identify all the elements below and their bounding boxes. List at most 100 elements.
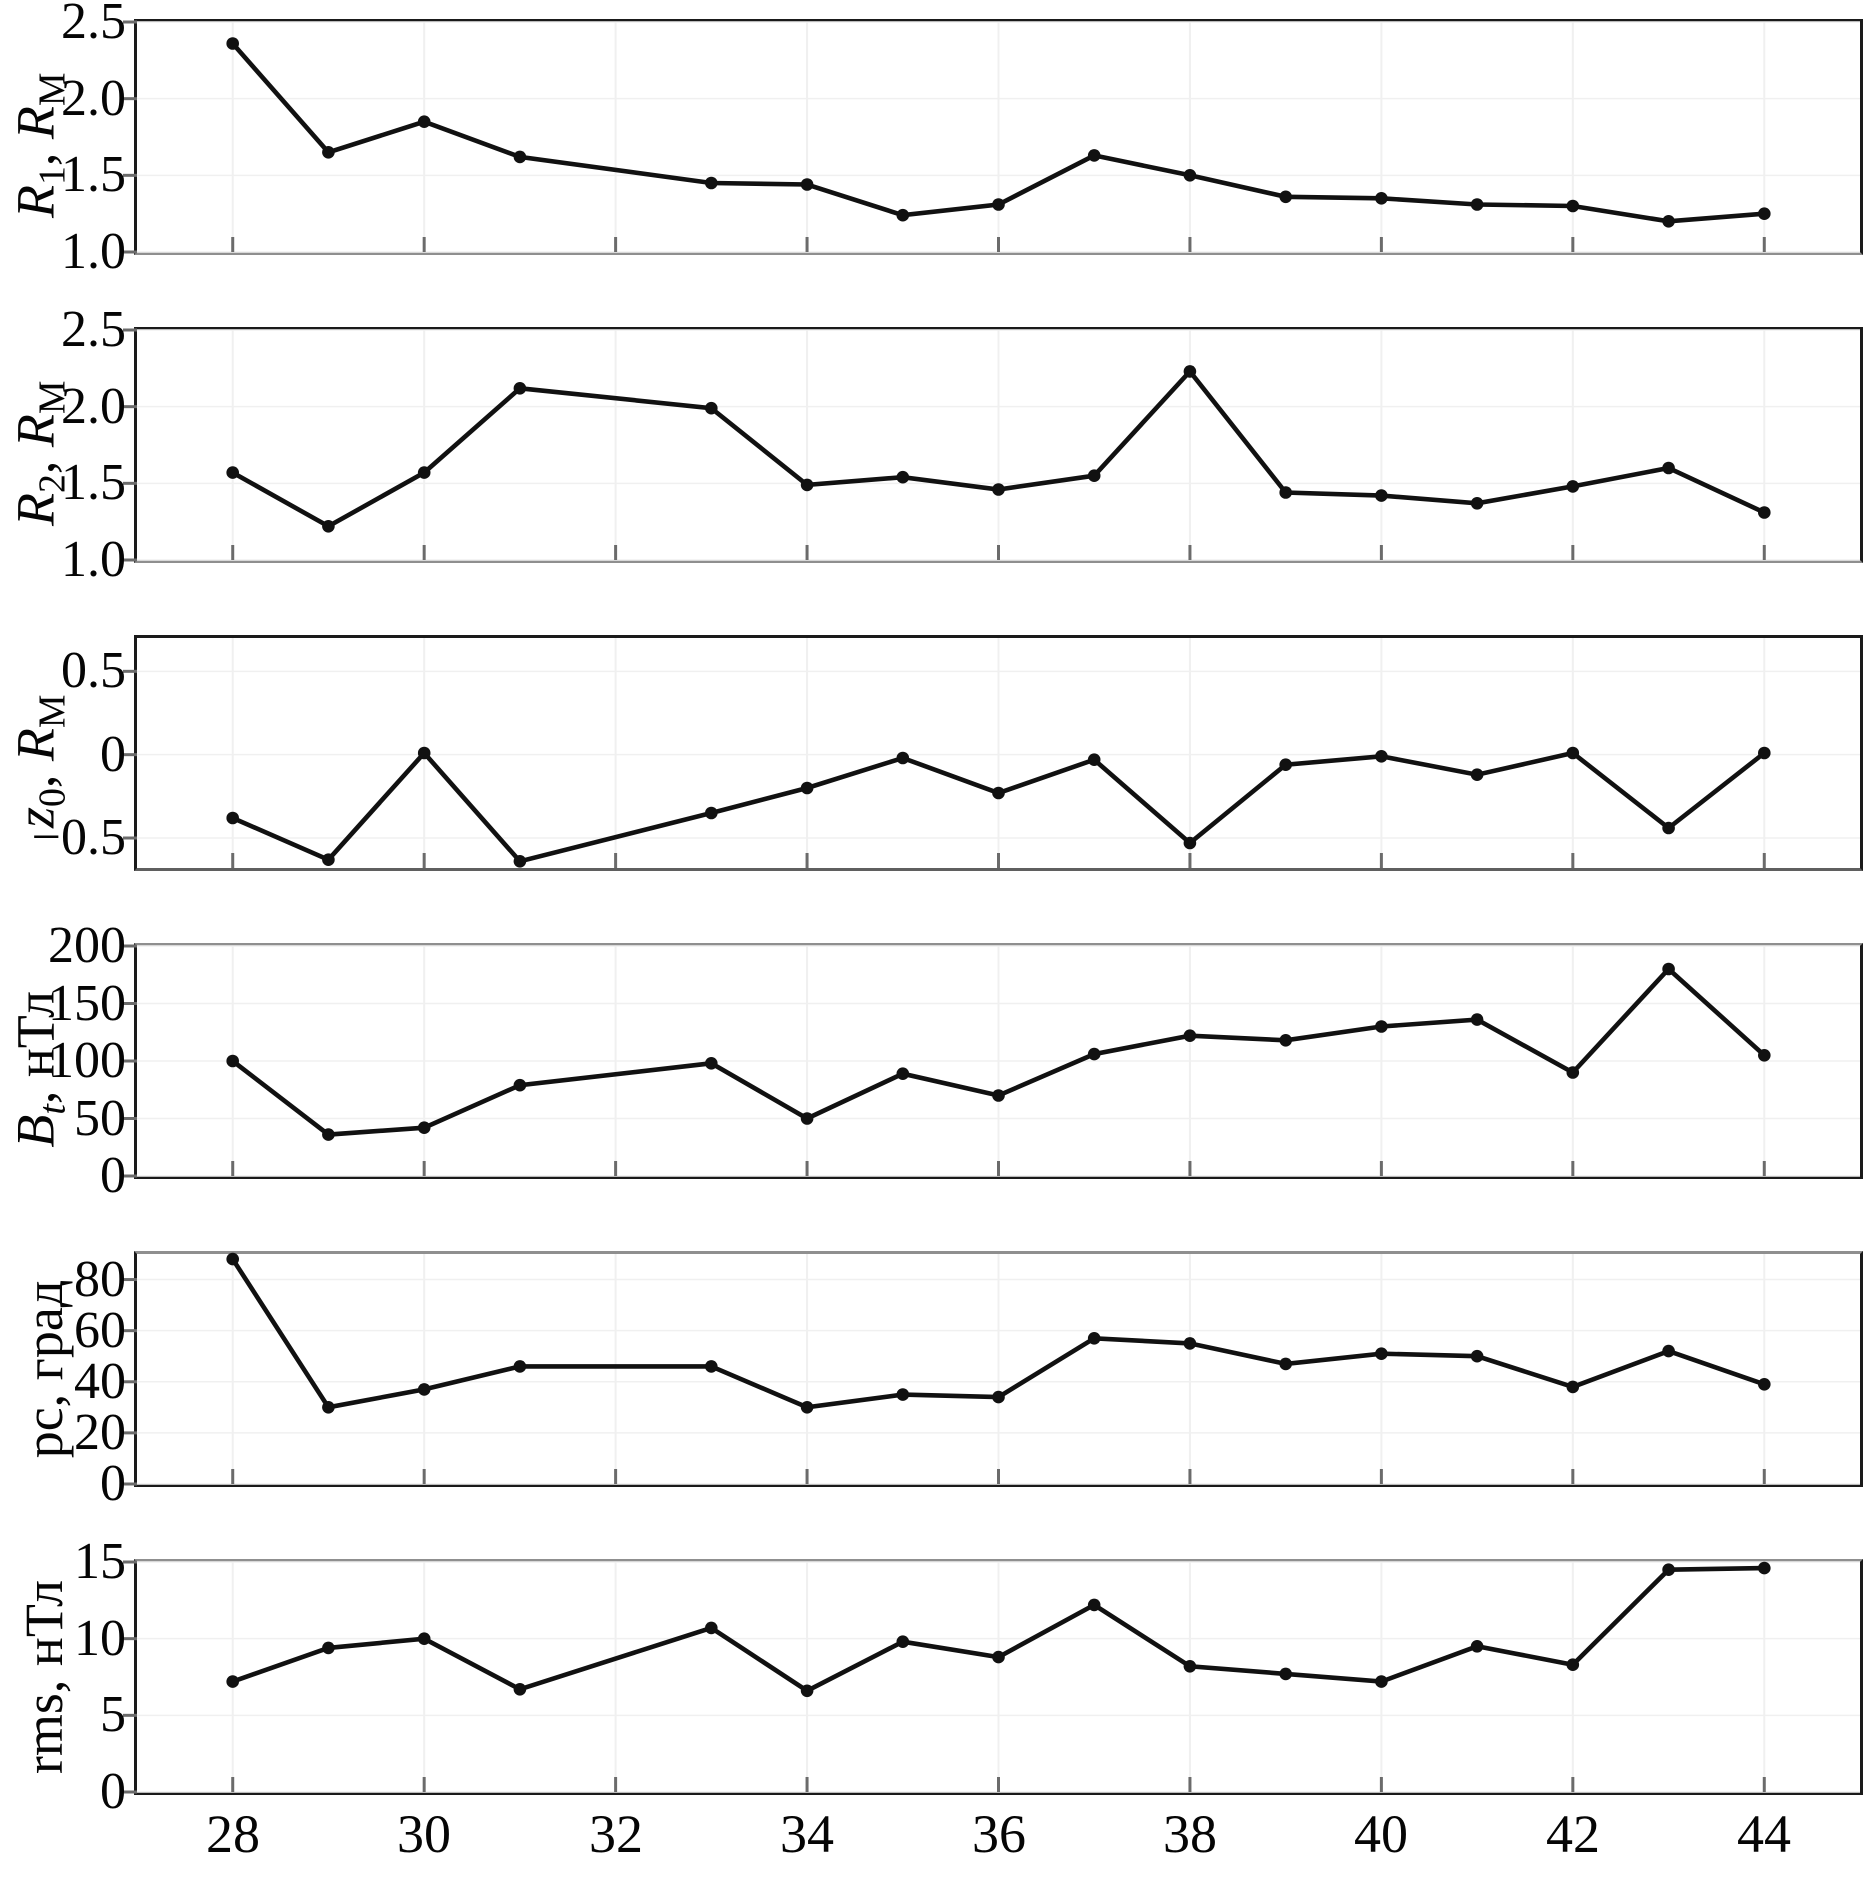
data-point-z0-x36	[992, 786, 1005, 800]
data-point-z0-x44	[1758, 746, 1771, 760]
y-axis-label-part: ,	[5, 139, 66, 167]
data-point-R2-x33	[705, 401, 718, 415]
data-point-rms-x34	[800, 1684, 814, 1698]
data-point-R1-x31	[513, 150, 527, 164]
y-axis-label-part: R	[5, 106, 66, 140]
data-point-R2-x40	[1375, 489, 1388, 502]
data-point-pc-x40	[1375, 1347, 1388, 1360]
data-point-R1-x36	[992, 198, 1005, 211]
y-tick-label-z0: 0	[100, 726, 126, 783]
data-point-rms-x44	[1758, 1561, 1771, 1575]
panel-Bt-svg	[123, 944, 1860, 1178]
y-tick-label-rms: 10	[74, 1610, 126, 1667]
y-tick-label-Bt: 50	[74, 1090, 126, 1147]
data-point-R1-x39	[1279, 190, 1292, 204]
data-point-z0-x35	[896, 751, 910, 765]
data-point-z0-x33	[705, 806, 718, 820]
data-point-R2-x38	[1183, 365, 1197, 378]
panel-z0-svg	[123, 638, 1860, 868]
data-point-z0-x42	[1566, 746, 1580, 760]
data-point-z0-x43	[1662, 821, 1675, 835]
panel-R1-svg	[123, 20, 1860, 254]
y-tick-label-R2: 2.0	[61, 378, 126, 435]
data-point-z0-x34	[800, 781, 814, 795]
x-tick-label: 36	[972, 1804, 1026, 1864]
data-point-pc-x41	[1470, 1349, 1484, 1363]
data-point-Bt-x44	[1758, 1049, 1771, 1062]
data-point-rms-x38	[1183, 1660, 1197, 1673]
data-point-R1-x42	[1566, 199, 1580, 213]
data-point-z0-x40	[1375, 750, 1388, 763]
data-point-rms-x30	[417, 1632, 431, 1645]
y-tick-label-pc: 60	[74, 1302, 126, 1359]
y-axis-label-part: M	[31, 72, 74, 107]
panel-R2-plot-area	[123, 327, 1863, 563]
data-point-R1-x35	[896, 208, 910, 222]
data-point-R2-x42	[1566, 480, 1580, 493]
y-axis-label-part: M	[31, 380, 74, 415]
data-point-rms-x36	[992, 1650, 1005, 1664]
data-point-R1-x34	[800, 178, 814, 191]
data-point-Bt-x33	[705, 1057, 718, 1070]
data-point-rms-x40	[1375, 1675, 1388, 1688]
data-point-R2-x43	[1662, 461, 1675, 475]
x-tick-label: 28	[206, 1804, 260, 1864]
y-tick-label-Bt: 0	[100, 1147, 126, 1204]
data-point-Bt-x36	[992, 1089, 1005, 1102]
data-point-rms-x33	[705, 1621, 718, 1635]
data-point-R1-x44	[1758, 207, 1771, 220]
y-tick-label-rms: 5	[100, 1686, 126, 1743]
panel-R1-plot-area	[123, 19, 1863, 255]
data-point-rms-x28	[226, 1675, 239, 1688]
data-line-pc	[230, 1257, 1766, 1410]
x-tick-label: 40	[1354, 1804, 1408, 1864]
data-point-rms-x41	[1470, 1640, 1484, 1653]
y-axis-label-part: R	[5, 493, 66, 527]
data-point-R1-x37	[1087, 149, 1101, 162]
x-tick-label: 34	[780, 1804, 834, 1864]
data-point-R1-x43	[1662, 215, 1675, 228]
panel-z0-plot-area	[123, 635, 1863, 871]
y-axis-label-part: R	[5, 185, 66, 219]
data-point-rms-x31	[513, 1683, 527, 1696]
y-tick-label-pc: 20	[74, 1404, 126, 1461]
y-tick-label-z0: 0.5	[61, 642, 126, 699]
data-point-R2-x34	[800, 478, 814, 492]
data-point-Bt-x34	[800, 1112, 814, 1125]
data-point-R1-x29	[322, 146, 335, 159]
y-axis-label-rms: rms, нТл	[14, 1477, 74, 1877]
y-axis-label-part: 0	[31, 788, 74, 808]
data-point-Bt-x43	[1662, 962, 1675, 976]
data-point-Bt-x41	[1470, 1013, 1484, 1026]
y-axis-label-part: R	[5, 728, 66, 762]
data-line-R1	[230, 41, 1765, 224]
y-axis-label-part: R	[5, 414, 66, 448]
data-point-Bt-x29	[322, 1128, 335, 1141]
y-axis-label-part: pc, град	[14, 1279, 74, 1459]
panel-R2-svg	[123, 328, 1860, 562]
data-point-pc-x42	[1566, 1380, 1580, 1394]
panel-Bt-plot-area	[123, 943, 1863, 1179]
y-axis-label-part: B	[5, 1114, 66, 1148]
data-point-R2-x36	[992, 483, 1005, 496]
x-tick-label: 42	[1546, 1804, 1600, 1864]
data-point-R1-x33	[705, 176, 718, 190]
data-point-R2-x37	[1087, 469, 1101, 482]
y-tick-label-R1: 1.5	[61, 146, 126, 203]
data-point-R1-x41	[1470, 198, 1484, 211]
data-point-pc-x31	[513, 1360, 527, 1373]
y-tick-label-z0: −0.5	[31, 809, 126, 866]
data-point-z0-x28	[226, 811, 239, 825]
data-point-z0-x29	[322, 853, 335, 866]
data-point-R2-x41	[1470, 497, 1484, 510]
data-point-Bt-x39	[1279, 1034, 1292, 1047]
y-tick-label-rms: 0	[100, 1763, 126, 1820]
data-point-R1-x38	[1183, 169, 1197, 182]
data-point-pc-x36	[992, 1390, 1005, 1404]
data-point-rms-x35	[896, 1635, 910, 1648]
y-tick-label-R1: 2.5	[61, 0, 126, 50]
data-point-pc-x43	[1662, 1344, 1675, 1358]
data-line-rms	[231, 1565, 1765, 1694]
y-tick-label-Bt: 100	[48, 1032, 126, 1089]
data-point-Bt-x30	[417, 1121, 431, 1134]
